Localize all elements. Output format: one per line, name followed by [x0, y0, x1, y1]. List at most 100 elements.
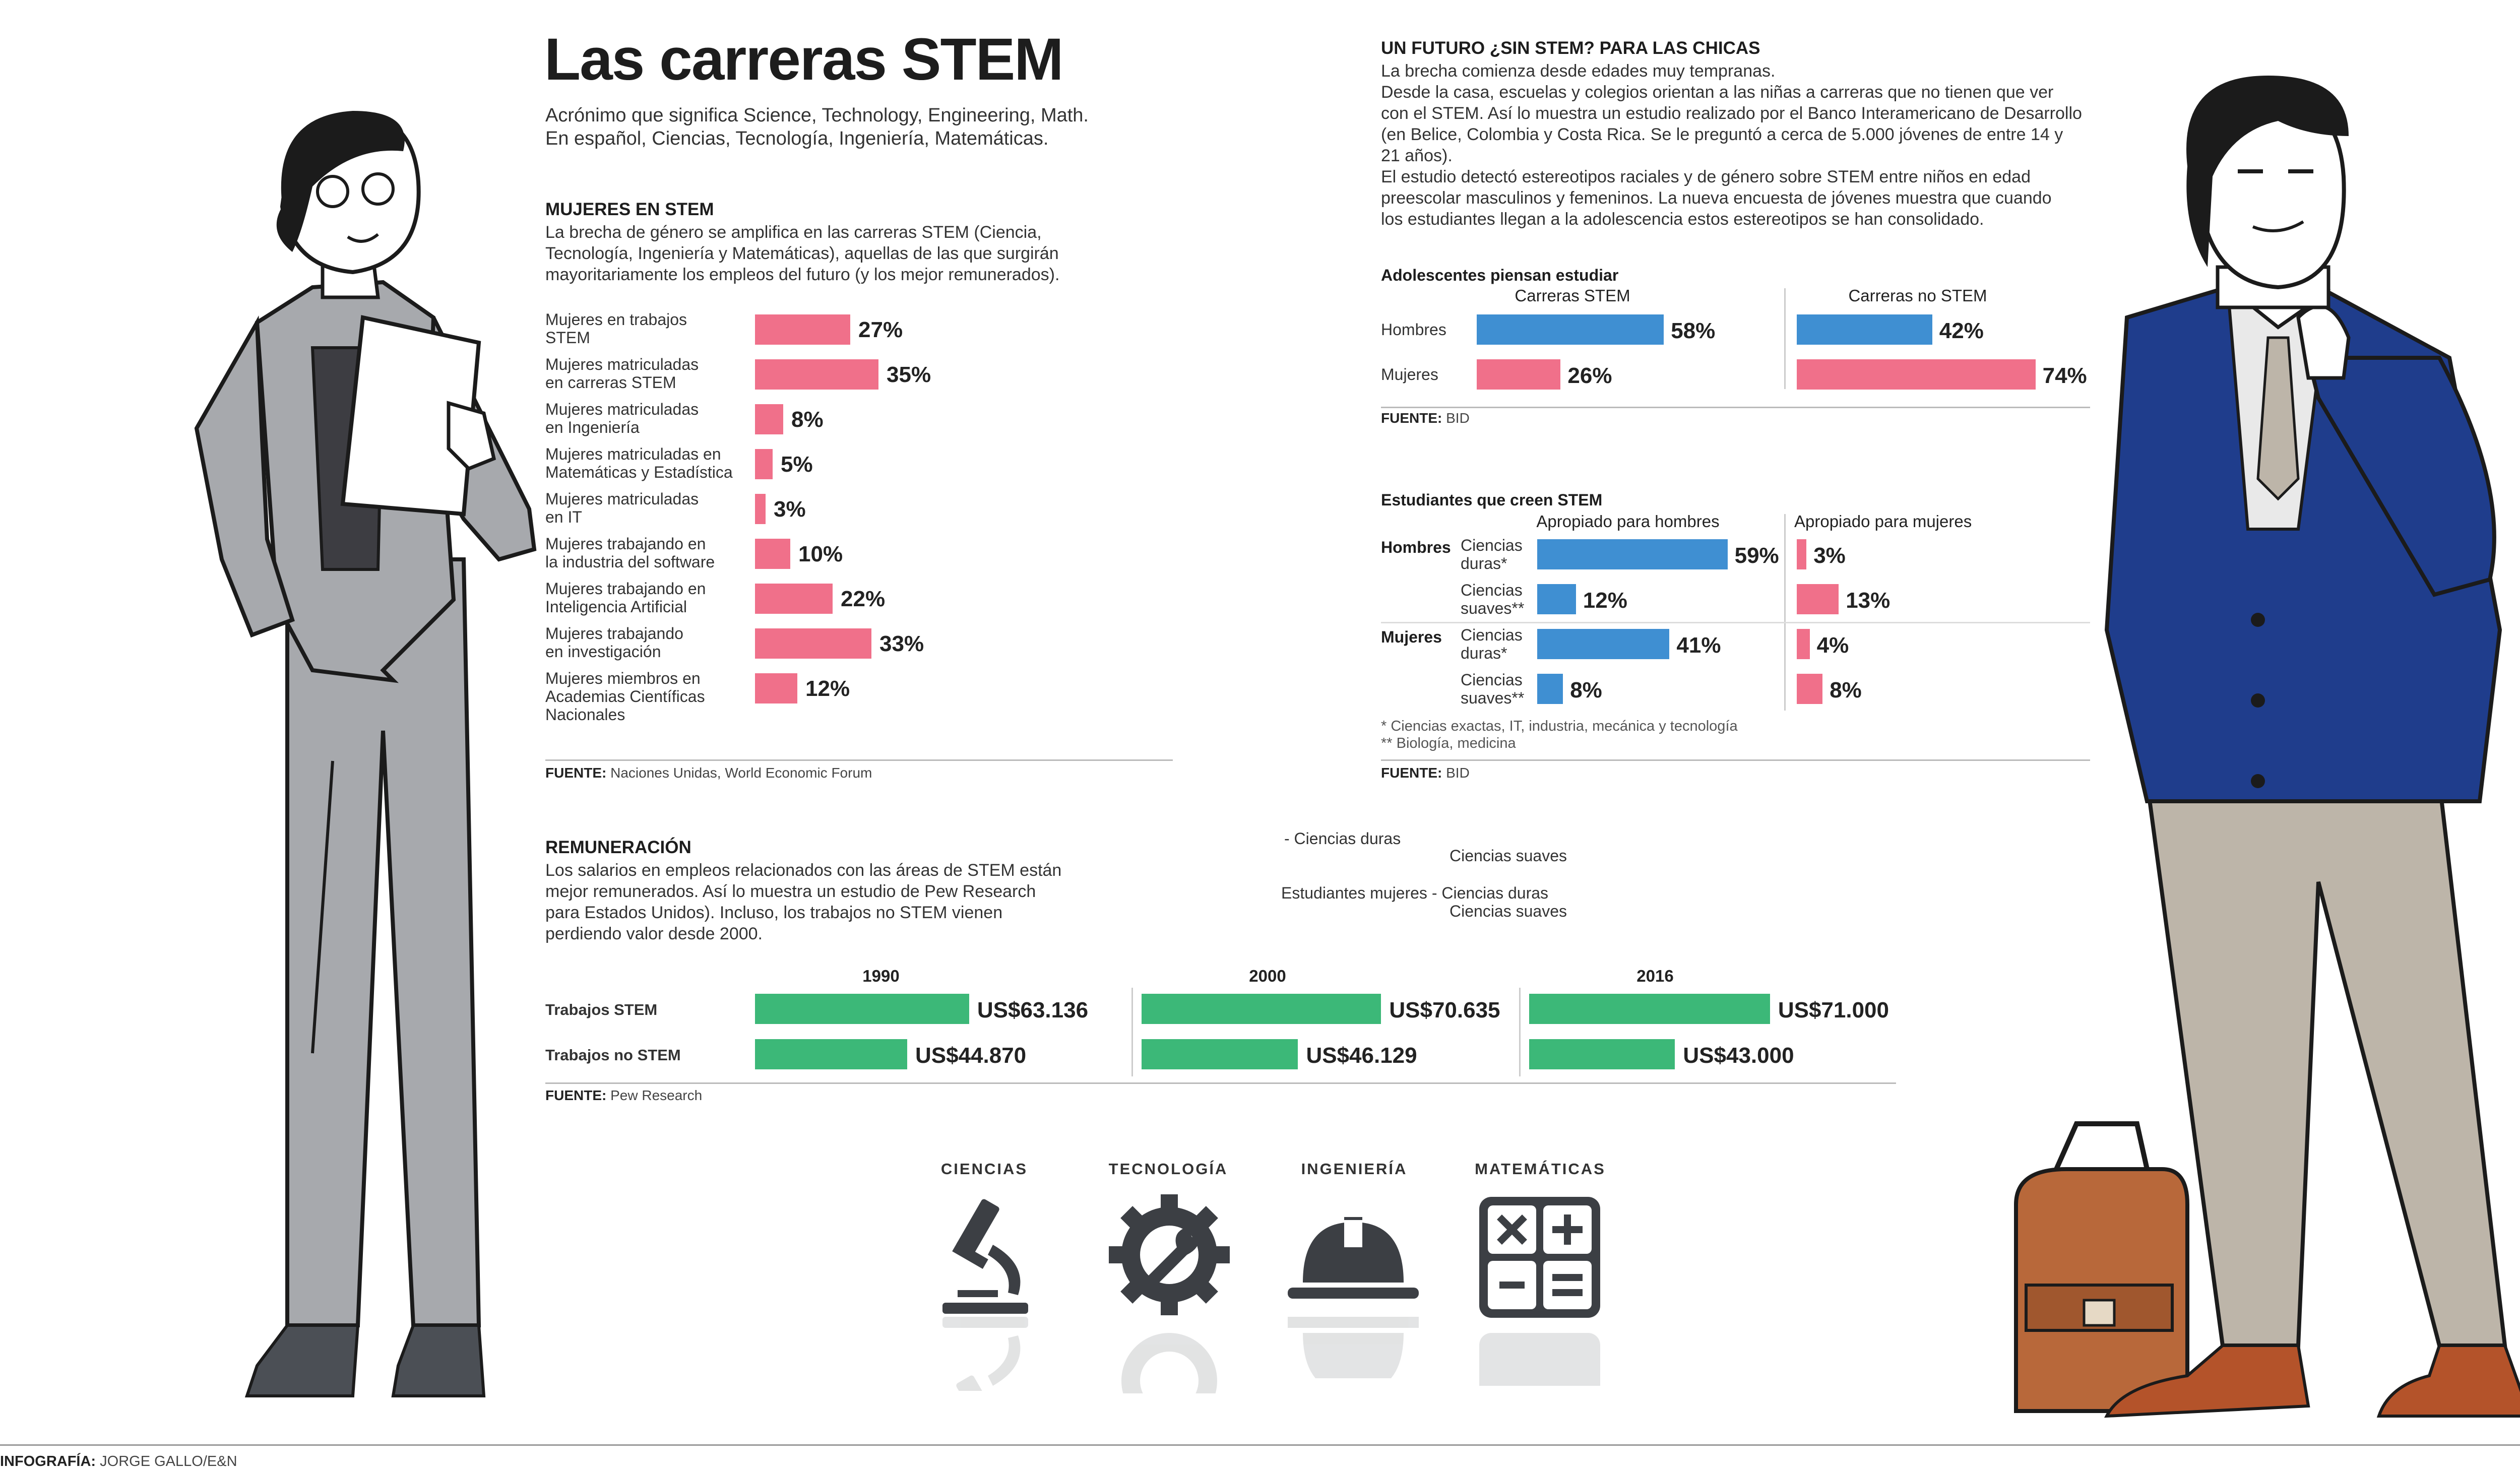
plan-row-label: Mujeres	[1381, 365, 1438, 383]
belief-footnotes: * Ciencias exactas, IT, industria, mecán…	[1381, 718, 1738, 751]
belief-group-label: Mujeres	[1381, 628, 1442, 646]
belief-row-label: Ciencias duras*	[1461, 626, 1523, 662]
pay-bar	[1142, 994, 1381, 1024]
plan-bar	[1477, 359, 1561, 390]
women-bar	[755, 449, 773, 479]
women-source: FUENTE: Naciones Unidas, World Economic …	[545, 765, 872, 781]
pay-value-label: US$71.000	[1778, 998, 1889, 1022]
belief-value-label: 41%	[1676, 633, 1721, 658]
pay-bar	[755, 994, 969, 1024]
women-bar	[755, 359, 878, 390]
pay-value-label: US$44.870	[915, 1043, 1027, 1068]
stray-label: Ciencias suaves	[1450, 847, 1567, 865]
women-value-label: 35%	[887, 362, 931, 387]
belief-bar	[1537, 674, 1563, 704]
icon-label-ciencias: CIENCIAS	[940, 1160, 1028, 1178]
stray-label: Ciencias suaves	[1450, 902, 1567, 920]
women-bar	[755, 314, 850, 345]
plan-title: Adolescentes piensan estudiar	[1381, 266, 1619, 284]
women-value-label: 8%	[791, 407, 824, 432]
plan-value-label: 42%	[1939, 318, 1984, 343]
belief-group-label: Hombres	[1381, 538, 1451, 556]
gear-wrench-icon	[1109, 1194, 1230, 1393]
women-value-label: 22%	[841, 587, 886, 611]
women-bar	[755, 584, 833, 614]
women-heading: MUJERES EN STEM	[545, 200, 714, 219]
plan-value-label: 74%	[2042, 363, 2087, 388]
belief-value-label: 8%	[1830, 678, 1862, 702]
women-value-label: 33%	[879, 631, 924, 656]
icon-label-matematicas: MATEMÁTICAS	[1475, 1160, 1606, 1178]
women-bar	[755, 494, 766, 524]
women-category-label: Mujeres matriculadas en carreras STEM	[545, 355, 699, 392]
women-bar	[755, 628, 871, 659]
belief-value-label: 12%	[1583, 588, 1627, 613]
belief-bar	[1537, 584, 1576, 614]
pay-bar	[1142, 1039, 1298, 1069]
belief-row-label: Ciencias suaves**	[1461, 671, 1525, 707]
page-subtitle: Acrónimo que significa Science, Technolo…	[545, 105, 1089, 149]
woman-illustration	[194, 111, 537, 1397]
belief-row-label: Ciencias suaves**	[1461, 581, 1525, 617]
women-category-label: Mujeres trabajando en investigación	[545, 624, 683, 661]
pay-source: FUENTE: Pew Research	[545, 1087, 703, 1103]
belief-bar	[1797, 674, 1823, 704]
pay-year-label: 2000	[1249, 967, 1286, 985]
plan-group-header: Carreras no STEM	[1848, 286, 1987, 305]
pay-bar	[1529, 1039, 1675, 1069]
plan-value-label: 26%	[1567, 363, 1612, 388]
microscope-icon	[942, 1199, 1028, 1391]
women-category-label: Mujeres trabajando en la industria del so…	[545, 535, 715, 571]
belief-value-label: 8%	[1570, 678, 1602, 702]
stray-label: - Ciencias duras	[1284, 829, 1401, 848]
pay-year-label: 1990	[862, 967, 900, 985]
plan-bar	[1797, 314, 1932, 345]
plan-group-header: Carreras STEM	[1515, 286, 1630, 305]
belief-title: Estudiantes que creen STEM	[1381, 491, 1603, 509]
pay-bar	[755, 1039, 907, 1069]
pay-value-label: US$43.000	[1683, 1043, 1794, 1068]
women-value-label: 12%	[805, 676, 850, 701]
pay-row-label: Trabajos STEM	[545, 1001, 658, 1018]
women-bar	[755, 673, 797, 703]
belief-value-label: 13%	[1846, 588, 1891, 613]
women-category-label: Mujeres en trabajos STEM	[545, 310, 687, 347]
belief-bar	[1797, 629, 1810, 659]
women-bar	[755, 404, 783, 434]
plan-bar	[1797, 359, 2036, 390]
teens-text: La brecha comienza desde edades muy temp…	[1381, 61, 2082, 229]
divider	[1784, 288, 1786, 389]
icon-label-ingenieria: INGENIERÍA	[1301, 1160, 1408, 1178]
women-value-label: 3%	[774, 497, 806, 522]
pay-row-label: Trabajos no STEM	[545, 1046, 681, 1064]
women-text: La brecha de género se amplifica en las …	[545, 223, 1060, 284]
divider	[1784, 514, 1786, 711]
teens-heading: UN FUTURO ¿SIN STEM? PARA LAS CHICAS	[1381, 38, 1760, 58]
pay-value-label: US$46.129	[1306, 1043, 1417, 1068]
pay-text: Los salarios en empleos relacionados con…	[545, 861, 1062, 943]
pay-year-label: 2016	[1636, 967, 1674, 985]
belief-value-label: 3%	[1813, 543, 1846, 568]
plan-value-label: 58%	[1671, 318, 1716, 343]
women-value-label: 5%	[781, 452, 813, 477]
belief-bar	[1537, 539, 1728, 569]
women-category-label: Mujeres miembros en Academias Científicas…	[545, 669, 705, 724]
man-illustration	[2014, 76, 2520, 1418]
belief-group-header: Apropiado para hombres	[1536, 512, 1720, 531]
plan-row-label: Hombres	[1381, 321, 1446, 339]
women-category-label: Mujeres trabajando en Inteligencia Artifi…	[545, 580, 706, 616]
belief-value-label: 4%	[1816, 633, 1849, 658]
women-bar	[755, 539, 790, 569]
belief-source: FUENTE: BID	[1381, 765, 1470, 781]
women-category-label: Mujeres matriculadas en Ingeniería	[545, 400, 699, 436]
belief-bar	[1797, 539, 1807, 569]
divider	[1381, 622, 2090, 623]
belief-bar	[1537, 629, 1670, 659]
credit: INFOGRAFÍA: JORGE GALLO/E&N	[0, 1453, 237, 1469]
stray-label: Estudiantes mujeres - Ciencias duras	[1281, 884, 1549, 902]
women-value-label: 10%	[798, 542, 843, 566]
women-category-label: Mujeres matriculadas en IT	[545, 490, 699, 526]
page-title: Las carreras STEM	[544, 26, 1064, 93]
women-value-label: 27%	[858, 317, 903, 342]
divider	[1131, 988, 1133, 1076]
